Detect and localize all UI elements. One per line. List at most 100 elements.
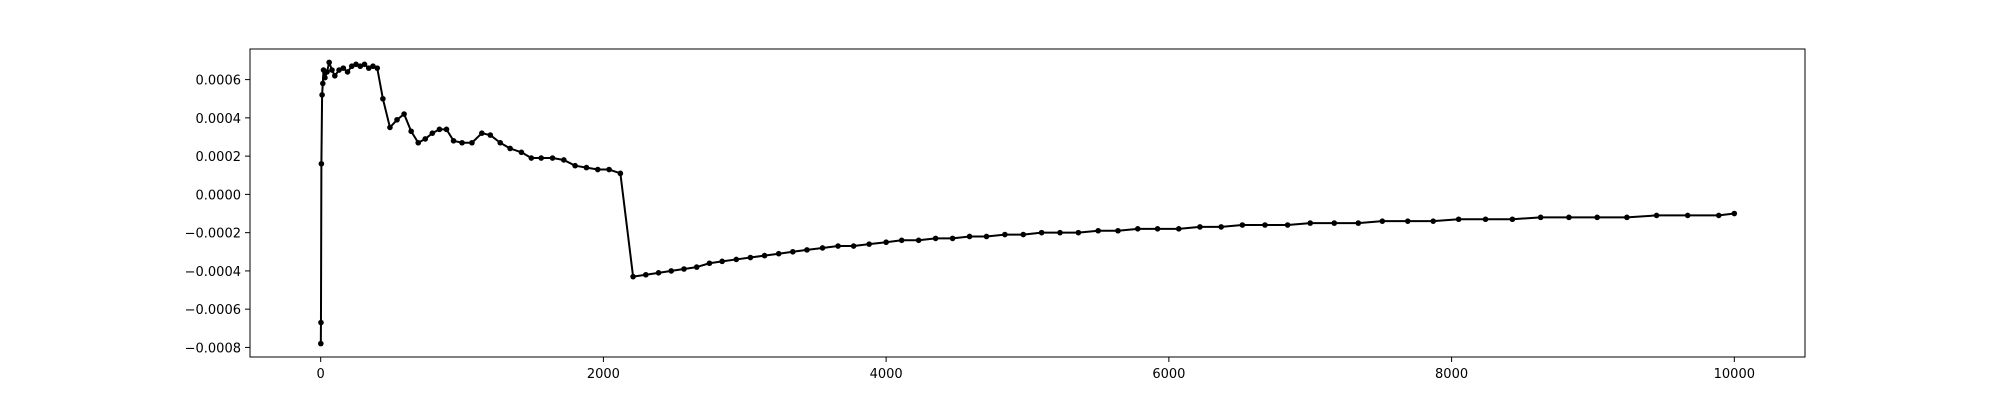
data-point: [1482, 216, 1489, 223]
data-point: [497, 139, 504, 146]
x-tick-label: 10000: [1714, 367, 1755, 382]
data-point: [617, 170, 624, 177]
data-point: [1020, 231, 1027, 238]
data-point: [966, 233, 973, 240]
data-point: [507, 145, 513, 152]
data-point: [1566, 214, 1572, 221]
data-point: [336, 67, 342, 73]
data-point: [790, 248, 796, 255]
y-tick-label: 0.0000: [196, 188, 242, 203]
data-point: [538, 155, 545, 161]
x-tick-label: 6000: [1152, 367, 1185, 382]
y-tick-label: −0.0006: [185, 303, 241, 318]
data-point: [1624, 214, 1630, 221]
data-point: [747, 254, 754, 261]
x-tick-label: 2000: [587, 367, 620, 382]
data-point: [422, 136, 429, 142]
data-point: [332, 72, 338, 79]
data-point: [340, 65, 347, 71]
data-point: [320, 80, 326, 87]
data-point: [1154, 226, 1161, 232]
data-point: [1057, 229, 1063, 236]
data-point: [1307, 220, 1314, 226]
data-point: [761, 252, 768, 259]
data-point: [1218, 224, 1224, 230]
data-point: [1115, 227, 1121, 234]
x-axis: 0 2000 4000 6000 8000 10000: [317, 357, 1755, 382]
data-point: [361, 61, 368, 68]
data-point: [1002, 231, 1008, 238]
data-point: [932, 235, 939, 242]
data-point: [370, 63, 376, 70]
data-point: [983, 233, 990, 240]
data-point: [1455, 216, 1462, 223]
data-point: [1038, 229, 1045, 236]
data-point: [681, 266, 687, 272]
data-point: [1262, 222, 1268, 228]
data-point: [949, 235, 956, 242]
data-point: [733, 256, 740, 263]
data-point: [518, 149, 525, 156]
data-point: [318, 160, 325, 167]
data-point: [1331, 220, 1338, 226]
data-point: [353, 61, 359, 68]
data-point: [348, 63, 355, 70]
data-point: [606, 166, 612, 173]
data-point: [401, 111, 407, 117]
data-point: [1404, 218, 1411, 224]
data-point: [561, 157, 567, 163]
data-point: [443, 126, 450, 133]
data-point: [1239, 222, 1246, 228]
data-point: [898, 237, 905, 244]
data-point: [374, 65, 381, 71]
data-point: [850, 243, 857, 249]
data-point: [1537, 214, 1544, 221]
data-point: [1653, 212, 1660, 219]
data-point: [436, 126, 443, 133]
data-point: [643, 271, 649, 278]
data-point: [324, 69, 330, 75]
data-point: [1715, 212, 1722, 219]
data-point: [318, 319, 324, 326]
y-axis: −0.0008 −0.0006 −0.0004 −0.0002 0.0000 0.0002…: [185, 74, 250, 356]
y-tick-label: 0.0004: [196, 112, 242, 127]
data-point: [594, 166, 601, 173]
data-point: [1355, 220, 1362, 226]
data-point: [572, 162, 578, 169]
data-point: [528, 155, 535, 161]
data-point: [329, 67, 335, 73]
data-point: [583, 164, 590, 171]
data-point: [835, 243, 841, 249]
series-layer: [318, 59, 1738, 347]
data-point: [1684, 212, 1691, 219]
data-point: [668, 268, 675, 274]
data-point: [1175, 226, 1182, 232]
data-point: [429, 130, 436, 136]
y-tick-label: 0.0006: [196, 74, 242, 89]
data-point: [380, 95, 386, 102]
plot-area-frame: [249, 48, 1806, 358]
data-point: [1430, 218, 1437, 224]
data-point: [915, 237, 922, 244]
data-point: [1731, 210, 1738, 217]
data-point: [487, 132, 494, 138]
data-point: [866, 241, 872, 247]
data-point: [344, 69, 351, 75]
data-point: [450, 138, 457, 144]
y-tick-label: −0.0002: [185, 227, 241, 242]
data-point: [459, 139, 465, 146]
data-point: [630, 273, 636, 280]
data-point: [883, 239, 889, 246]
x-tick-label: 0: [317, 367, 325, 382]
data-point: [1284, 222, 1291, 228]
data-point: [365, 65, 372, 71]
data-point: [1197, 224, 1203, 230]
data-point: [1134, 226, 1141, 232]
data-point: [408, 128, 414, 135]
data-point: [394, 116, 400, 123]
data-point: [469, 139, 475, 146]
data-point: [387, 124, 393, 131]
data-point: [775, 250, 782, 257]
data-point: [357, 63, 364, 70]
